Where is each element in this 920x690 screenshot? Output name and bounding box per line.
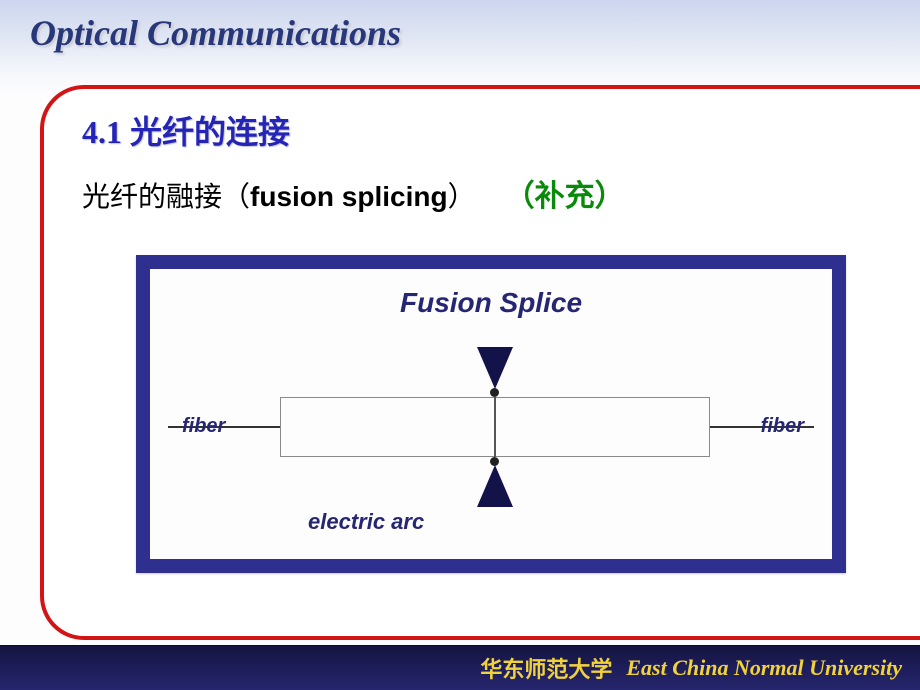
footer-university-en: East China Normal University: [626, 655, 902, 681]
diagram-canvas: Fusion Splice fiber fiber electric arc: [150, 269, 832, 559]
fiber-label-right: fiber: [761, 415, 804, 438]
electrode-top-dot: [490, 388, 499, 397]
paren-close: ）: [448, 181, 476, 212]
page-title: Optical Communications: [30, 12, 401, 54]
electrode-top-arrow: [477, 347, 513, 389]
supplement-label: （补充）: [505, 180, 625, 213]
content-frame: 4.1 光纤的连接 光纤的融接（fusion splicing） （补充） Fu…: [40, 85, 920, 640]
fiber-label-left: fiber: [182, 415, 225, 438]
diagram-title: Fusion Splice: [150, 287, 832, 319]
electrode-bottom-arrow: [477, 465, 513, 507]
footer-bar: 华东师范大学 East China Normal University: [0, 645, 920, 690]
electric-arc-label: electric arc: [308, 509, 424, 535]
subtitle-cn: 光纤的融接: [82, 182, 222, 213]
section-subtitle: 光纤的融接（fusion splicing） （补充）: [82, 171, 900, 215]
splice-joint: [494, 397, 496, 457]
subtitle-en: fusion splicing: [250, 181, 448, 212]
diagram-frame: Fusion Splice fiber fiber electric arc: [136, 255, 846, 573]
paren-open: （: [222, 181, 250, 212]
section-title: 4.1 光纤的连接: [82, 107, 900, 153]
footer-university-cn: 华东师范大学: [480, 652, 612, 684]
